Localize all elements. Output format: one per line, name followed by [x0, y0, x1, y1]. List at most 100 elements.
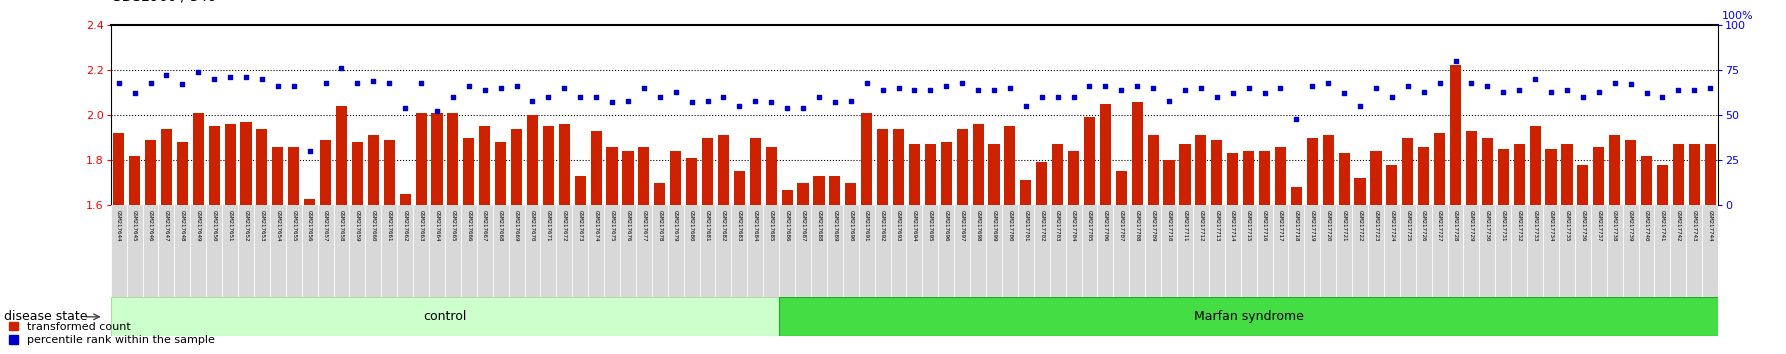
Bar — [1241, 205, 1257, 297]
Bar — [175, 205, 191, 297]
Point — [868, 87, 897, 93]
Bar — [1338, 153, 1350, 205]
Bar — [320, 140, 330, 205]
Bar — [286, 205, 302, 297]
Bar — [350, 205, 366, 297]
Text: GSM217680: GSM217680 — [689, 210, 695, 241]
Text: GSM217739: GSM217739 — [1629, 210, 1632, 241]
Bar — [1434, 133, 1445, 205]
Text: GSM217682: GSM217682 — [722, 210, 725, 241]
Bar — [1116, 171, 1127, 205]
Point — [232, 74, 261, 80]
Text: GSM217723: GSM217723 — [1373, 210, 1379, 241]
Point — [391, 105, 420, 111]
Bar — [954, 205, 970, 297]
Bar — [400, 194, 411, 205]
Bar — [1020, 181, 1031, 205]
Bar — [127, 205, 143, 297]
Bar — [1052, 144, 1063, 205]
Point — [168, 81, 196, 87]
Point — [470, 87, 498, 93]
Bar — [1527, 205, 1543, 297]
Bar — [1145, 205, 1161, 297]
Text: 100%: 100% — [1722, 11, 1754, 21]
Point — [1425, 80, 1454, 85]
Text: GSM217697: GSM217697 — [959, 210, 964, 241]
Text: GSM217707: GSM217707 — [1118, 210, 1123, 241]
Bar — [779, 205, 795, 297]
Bar — [1352, 205, 1368, 297]
Text: GSM217727: GSM217727 — [1438, 210, 1441, 241]
Text: GSM217694: GSM217694 — [913, 210, 916, 241]
Text: GSM217728: GSM217728 — [1454, 210, 1457, 241]
Bar — [254, 205, 270, 297]
Point — [598, 99, 627, 105]
Point — [295, 148, 323, 154]
Bar — [1354, 178, 1366, 205]
Point — [1681, 87, 1709, 93]
Bar — [1657, 165, 1668, 205]
Point — [582, 94, 611, 100]
Text: GSM217673: GSM217673 — [577, 210, 582, 241]
Point — [152, 73, 180, 78]
Text: GSM217720: GSM217720 — [1325, 210, 1331, 241]
Text: GSM217647: GSM217647 — [164, 210, 170, 241]
Text: GDS2960 / 346: GDS2960 / 346 — [111, 0, 216, 4]
Bar — [432, 113, 443, 205]
Point — [311, 80, 339, 85]
Bar — [557, 205, 572, 297]
Bar — [1195, 135, 1207, 205]
Text: GSM217679: GSM217679 — [673, 210, 679, 241]
Text: GSM217709: GSM217709 — [1150, 210, 1156, 241]
Point — [1457, 80, 1486, 85]
Bar — [970, 205, 986, 297]
Bar — [1400, 205, 1416, 297]
Point — [1186, 85, 1214, 91]
Bar — [1529, 126, 1541, 205]
Bar — [1129, 205, 1145, 297]
Text: GSM217731: GSM217731 — [1500, 210, 1506, 241]
Bar — [1482, 138, 1493, 205]
Text: GSM217700: GSM217700 — [1007, 210, 1013, 241]
Bar — [620, 205, 636, 297]
Bar — [845, 183, 855, 205]
Point — [725, 103, 754, 109]
Text: GSM217667: GSM217667 — [482, 210, 488, 241]
Text: GSM217730: GSM217730 — [1484, 210, 1490, 241]
Point — [1123, 83, 1152, 89]
Bar — [1084, 117, 1095, 205]
Point — [534, 94, 563, 100]
Text: GSM217689: GSM217689 — [832, 210, 838, 241]
Point — [1075, 83, 1104, 89]
Bar — [1068, 151, 1079, 205]
Bar — [161, 129, 171, 205]
Bar — [700, 205, 716, 297]
Point — [1250, 91, 1279, 96]
Bar — [795, 205, 811, 297]
Text: control: control — [423, 310, 466, 323]
Bar — [607, 147, 618, 205]
Bar — [493, 205, 509, 297]
Bar — [271, 147, 284, 205]
Bar — [461, 205, 477, 297]
Point — [1043, 94, 1072, 100]
Point — [709, 94, 738, 100]
Text: GSM217740: GSM217740 — [1645, 210, 1648, 241]
Bar — [416, 113, 427, 205]
Text: GSM217690: GSM217690 — [848, 210, 854, 241]
Point — [1522, 76, 1550, 82]
Point — [693, 98, 722, 103]
Bar — [111, 205, 127, 297]
Text: GSM217703: GSM217703 — [1056, 210, 1061, 241]
Bar — [1243, 151, 1254, 205]
Point — [964, 87, 993, 93]
Bar — [654, 183, 666, 205]
Text: GSM217646: GSM217646 — [148, 210, 154, 241]
Bar — [718, 135, 729, 205]
Text: GSM217714: GSM217714 — [1231, 210, 1236, 241]
Bar — [396, 205, 413, 297]
Bar — [588, 205, 604, 297]
Bar — [986, 205, 1002, 297]
Text: GSM217712: GSM217712 — [1198, 210, 1204, 241]
Bar — [384, 140, 395, 205]
